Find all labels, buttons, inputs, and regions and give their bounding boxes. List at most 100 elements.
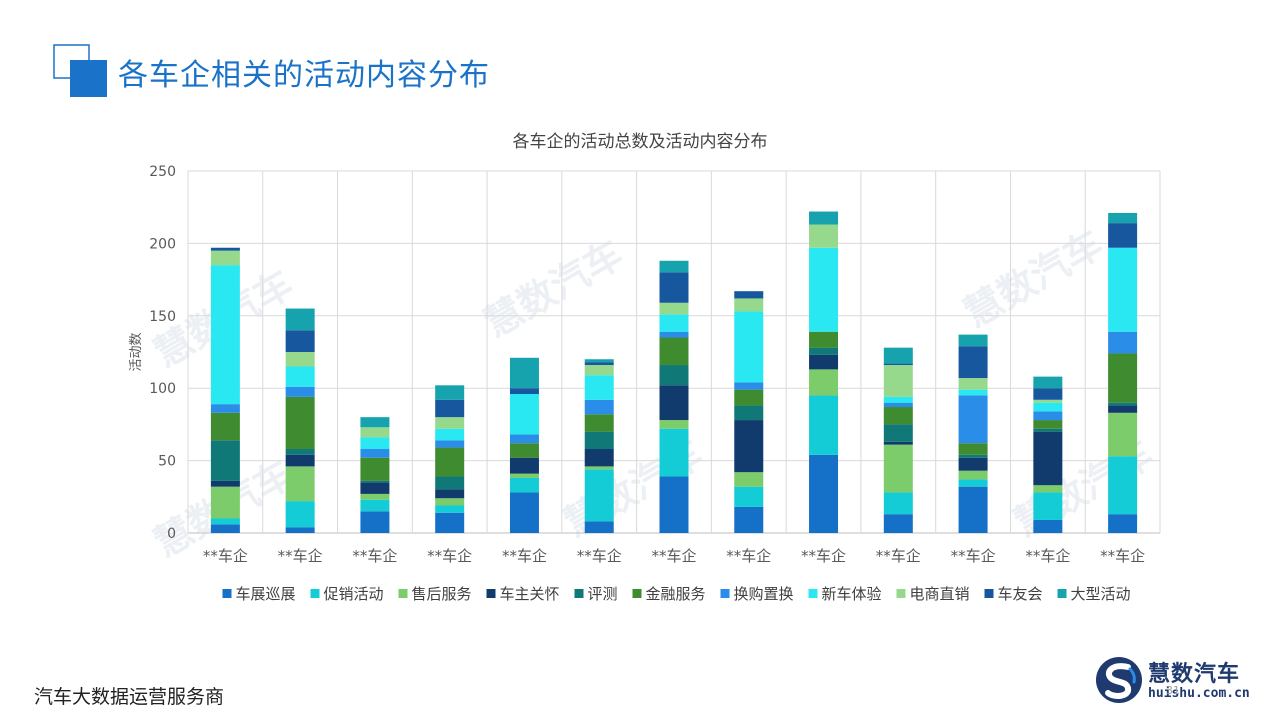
bar-segment bbox=[285, 396, 315, 450]
bar-segment bbox=[1108, 456, 1138, 515]
legend-label: 金融服务 bbox=[646, 585, 706, 603]
x-tick-label: **车企 bbox=[1100, 547, 1145, 565]
bar-segment bbox=[734, 291, 764, 299]
watermark-text: 慧数汽车 bbox=[1007, 432, 1161, 546]
bar-segment bbox=[285, 466, 315, 502]
legend-label: 车友会 bbox=[998, 585, 1043, 603]
bar-segment bbox=[584, 431, 614, 450]
bar-segment bbox=[809, 454, 839, 533]
bar-segment bbox=[435, 476, 465, 490]
bar-segment bbox=[509, 357, 539, 389]
bar-segment bbox=[435, 498, 465, 506]
bar-segment bbox=[435, 428, 465, 441]
bar-segment bbox=[1108, 212, 1138, 224]
bar-segment bbox=[210, 412, 240, 441]
x-tick-label: **车企 bbox=[801, 547, 846, 565]
legend-swatch bbox=[896, 589, 906, 598]
brand-url: huishu.com.cn bbox=[1148, 686, 1250, 701]
watermark-text: 慧数汽车 bbox=[477, 232, 631, 346]
bar-segment bbox=[659, 428, 689, 477]
bar-segment bbox=[958, 470, 988, 480]
bar-segment bbox=[509, 393, 539, 435]
legend-swatch bbox=[720, 589, 730, 598]
bar-segment bbox=[1033, 428, 1063, 432]
brand-name: 慧数汽车 bbox=[1148, 662, 1241, 687]
y-axis-label: 活动数 bbox=[129, 332, 144, 371]
x-tick-label: **车企 bbox=[352, 547, 397, 565]
legend-label: 售后服务 bbox=[412, 585, 472, 603]
bar-segment bbox=[883, 407, 913, 425]
bar-segment bbox=[509, 477, 539, 493]
bar-segment bbox=[210, 480, 240, 487]
x-tick-label: **车企 bbox=[1025, 547, 1070, 565]
bar-segment bbox=[360, 417, 390, 428]
y-tick-label: 150 bbox=[149, 309, 176, 325]
bar-segment bbox=[435, 489, 465, 499]
bar-segment bbox=[360, 427, 390, 438]
bar-segment bbox=[360, 449, 390, 458]
x-tick-label: **车企 bbox=[427, 547, 472, 565]
bar-segment bbox=[509, 434, 539, 444]
page-title: 各车企相关的活动内容分布 bbox=[118, 58, 490, 93]
bar-segment bbox=[1033, 485, 1063, 493]
bar-segment bbox=[734, 472, 764, 487]
bar-segment bbox=[659, 331, 689, 338]
bar-segment bbox=[1033, 431, 1063, 486]
bar-segment bbox=[435, 399, 465, 418]
legend-label: 评测 bbox=[588, 585, 618, 603]
bar-segment bbox=[659, 365, 689, 386]
bar-segment bbox=[435, 440, 465, 448]
legend-label: 大型活动 bbox=[1071, 585, 1131, 603]
bar-segment bbox=[883, 424, 913, 442]
bar-segment bbox=[958, 346, 988, 379]
x-tick-label: **车企 bbox=[577, 547, 622, 565]
bar-segment bbox=[360, 499, 390, 512]
bar-segment bbox=[958, 486, 988, 533]
x-tick-label: **车企 bbox=[502, 547, 547, 565]
legend-label: 换购置换 bbox=[734, 585, 794, 603]
bar-segment bbox=[883, 441, 913, 445]
bar-segment bbox=[509, 473, 539, 478]
bar-segment bbox=[958, 334, 988, 347]
bar-segment bbox=[659, 260, 689, 273]
bar-segment bbox=[883, 514, 913, 533]
bar-segment bbox=[210, 247, 240, 251]
x-tick-label: **车企 bbox=[651, 547, 696, 565]
y-tick-label: 0 bbox=[167, 526, 176, 542]
bar-segment bbox=[509, 492, 539, 533]
bar-segment bbox=[883, 492, 913, 515]
bar-segment bbox=[584, 375, 614, 400]
bar-segment bbox=[659, 337, 689, 366]
bar-segment bbox=[883, 402, 913, 408]
bar-segment bbox=[734, 405, 764, 421]
x-tick-label: **车企 bbox=[951, 547, 996, 565]
bar-segment bbox=[958, 395, 988, 444]
legend-swatch bbox=[574, 589, 584, 598]
bar-segment bbox=[659, 385, 689, 421]
bar-segment bbox=[285, 366, 315, 387]
bar-segment bbox=[584, 365, 614, 376]
legend-swatch bbox=[808, 589, 818, 598]
bar-segment bbox=[1108, 223, 1138, 248]
legend-swatch bbox=[486, 589, 496, 598]
bar-segment bbox=[584, 414, 614, 432]
bar-segment bbox=[584, 466, 614, 470]
bar-segment bbox=[809, 369, 839, 396]
x-tick-label: **车企 bbox=[203, 547, 248, 565]
bar-segment bbox=[809, 395, 839, 455]
bar-segment bbox=[210, 518, 240, 525]
bar-segment bbox=[1033, 492, 1063, 520]
bar-segment bbox=[659, 302, 689, 315]
x-tick-label: **车企 bbox=[726, 547, 771, 565]
bar-segment bbox=[958, 457, 988, 471]
bar-segment bbox=[1033, 388, 1063, 400]
bar-segment bbox=[210, 524, 240, 533]
bar-segment bbox=[734, 389, 764, 406]
bar-segment bbox=[958, 378, 988, 390]
bar-segment bbox=[285, 527, 315, 533]
bar-segment bbox=[210, 486, 240, 519]
y-tick-label: 50 bbox=[158, 454, 176, 470]
bar-segment bbox=[360, 457, 390, 481]
legend-swatch bbox=[310, 589, 320, 598]
bar-segment bbox=[883, 396, 913, 403]
